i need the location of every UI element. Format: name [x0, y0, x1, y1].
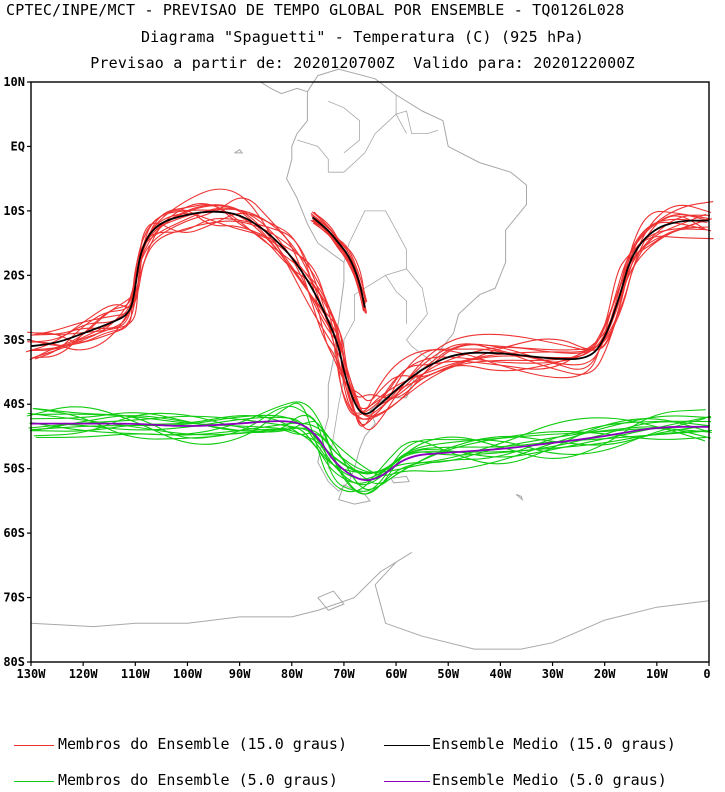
member-15-island-line [313, 217, 367, 314]
lat-label: 80S [3, 655, 25, 669]
legend-members-5: Membros do Ensemble (5.0 graus) [58, 771, 338, 789]
lat-label: 70S [3, 591, 25, 605]
member-5-line [34, 407, 707, 491]
lon-label: 130W [17, 667, 47, 681]
legend-swatch-members-15 [14, 745, 54, 746]
lon-label: 10W [646, 667, 668, 681]
member-5-line [35, 401, 706, 495]
lon-label: 50W [437, 667, 459, 681]
lat-label: EQ [11, 139, 25, 153]
legend-mean-15: Ensemble Medio (15.0 graus) [432, 735, 676, 753]
lat-label: 50S [3, 462, 25, 476]
title-line-2: Diagrama "Spaguetti" - Temperatura (C) (… [140, 28, 585, 46]
lat-label: 40S [3, 397, 25, 411]
map-frame [30, 81, 710, 663]
legend-swatch-mean-5 [384, 781, 430, 782]
member-15-line [34, 203, 706, 414]
member-15-line [31, 218, 708, 418]
mean-5-line [30, 420, 709, 482]
member-5-line [33, 412, 708, 485]
member-5-line [31, 413, 708, 484]
member-5-line [26, 402, 712, 493]
lon-label: 110W [121, 667, 151, 681]
member-5-line [27, 412, 712, 474]
title-line-1: CPTEC/INPE/MCT - PREVISAO DE TEMPO GLOBA… [6, 1, 625, 19]
lat-label: 10N [3, 75, 25, 89]
member-5-line [29, 416, 711, 480]
lon-label: 40W [490, 667, 512, 681]
lon-label: 70W [333, 667, 355, 681]
legend-swatch-mean-15 [384, 745, 430, 746]
member-5-line [32, 405, 706, 492]
lon-label: 80W [281, 667, 303, 681]
title-line-3: Previsao a partir de: 2020120700Z Valido… [90, 54, 635, 72]
legend-swatch-members-5 [14, 781, 54, 782]
coastlines [30, 68, 710, 650]
member-5-line [32, 409, 706, 495]
member-5-line [29, 414, 712, 475]
lon-label: 0 [703, 667, 710, 681]
lat-label: 10S [3, 204, 25, 218]
lat-label: 60S [3, 526, 25, 540]
lon-label: 100W [173, 667, 203, 681]
lon-label: 30W [542, 667, 564, 681]
lon-label: 20W [594, 667, 616, 681]
member-15-line [30, 204, 711, 415]
mean-15-island-line [312, 216, 366, 308]
lon-label: 60W [385, 667, 407, 681]
lon-label: 90W [229, 667, 251, 681]
legend-mean-5: Ensemble Medio (5.0 graus) [432, 771, 667, 789]
lon-label: 120W [69, 667, 99, 681]
lat-label: 20S [3, 268, 25, 282]
mean-15-line [30, 210, 709, 415]
member-15-line [33, 209, 706, 417]
lat-label: 30S [3, 333, 25, 347]
legend-members-15: Membros do Ensemble (15.0 graus) [58, 735, 347, 753]
member-15-line [32, 205, 710, 427]
ensemble-mean-lines [30, 210, 709, 482]
